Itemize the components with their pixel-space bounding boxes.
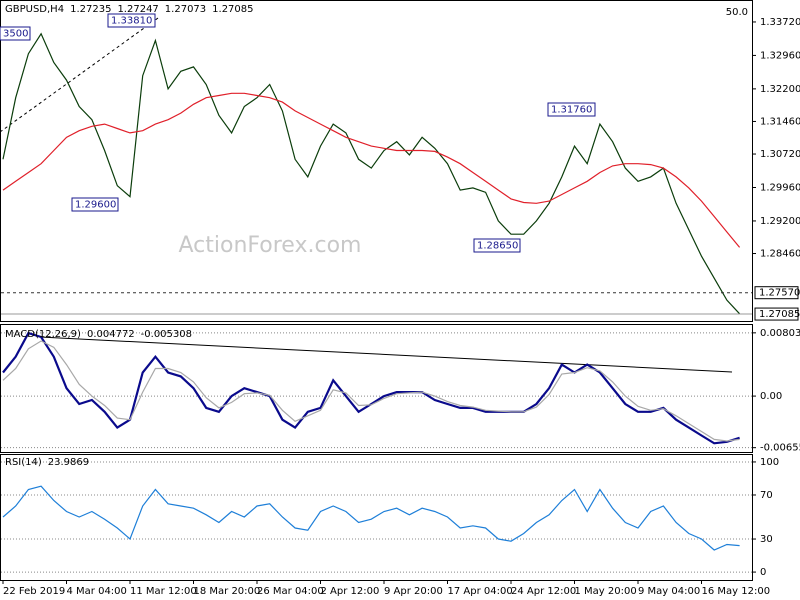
corner-label: 50.0 (726, 7, 748, 18)
y-tick-label: 1.29200 (760, 216, 800, 227)
rsi-panel (0, 454, 753, 581)
indicator-header: RSI(14) 23.9869 (5, 457, 89, 468)
y-tick-label: 1.29960 (760, 182, 800, 193)
watermark: ActionForex.com (179, 233, 362, 258)
annotation-box (107, 13, 156, 28)
y-tick-label: 1.32200 (760, 84, 800, 95)
y-tick-label: 0 (760, 567, 766, 578)
header-value: 1.27247 (117, 4, 158, 15)
y-tick-label: 1.31460 (760, 116, 800, 127)
x-tick-label: 9 May 04:00 (638, 586, 700, 597)
annotation-box (0, 26, 31, 41)
y-tick-label: 0.00 (760, 391, 782, 402)
y-tick-label: 1.28460 (760, 249, 800, 260)
y-tick-label: 1.32960 (760, 50, 800, 61)
y-tick-label: 1.33720 (760, 17, 800, 28)
price-level-label: 1.27570 (759, 288, 800, 299)
header-value: 1.27085 (212, 4, 253, 15)
price-level-box (754, 286, 799, 300)
header-value: 0.004772 (87, 329, 135, 340)
header-value: -0.005308 (141, 329, 192, 340)
price-panel (0, 0, 753, 322)
annotation-box (473, 238, 521, 253)
annotation-box (71, 197, 119, 212)
x-tick-label: 11 Mar 12:00 (130, 586, 197, 597)
y-tick-label: 30 (760, 534, 773, 545)
header-title: MACD(12,26,9) (5, 329, 81, 340)
x-tick-label: 17 Apr 04:00 (448, 586, 513, 597)
x-tick-label: 24 Apr 12:00 (511, 586, 576, 597)
x-tick-label: 1 May 20:00 (575, 586, 637, 597)
x-tick-label: 4 Mar 04:00 (67, 586, 127, 597)
series-line (2, 92, 741, 248)
header-title: GBPUSD,H4 (5, 4, 64, 15)
indicator-header: GBPUSD,H4 1.27235 1.27247 1.27073 1.27085 (5, 4, 254, 15)
macd-trend-line (39, 336, 733, 373)
annotation: 3500 (3, 29, 28, 40)
annotation: 1.31760 (551, 105, 592, 116)
y-tick-label: 100 (760, 457, 779, 468)
price-level-box (754, 307, 799, 321)
y-tick-label: -0.00655 (760, 443, 800, 454)
annotation: 1.33810 (111, 16, 152, 27)
y-tick-label: 1.30720 (760, 149, 800, 160)
header-value: 1.27235 (70, 4, 111, 15)
annotation-box (547, 102, 596, 117)
trend-line (0, 17, 159, 133)
annotation: 1.28650 (477, 241, 518, 252)
header-value: 1.27073 (165, 4, 206, 15)
series-line (2, 331, 740, 445)
x-tick-label: 26 Mar 04:00 (257, 586, 324, 597)
header-title: RSI(14) (5, 457, 42, 468)
series-line (2, 32, 741, 315)
x-tick-label: 16 May 12:00 (702, 586, 771, 597)
y-tick-label: 70 (760, 490, 773, 501)
x-tick-label: 2 Apr 12:00 (321, 586, 380, 597)
price-level-label: 1.27085 (759, 309, 800, 320)
y-tick-label: 0.008031 (760, 328, 800, 339)
series-line (2, 485, 740, 551)
series-line (2, 340, 740, 442)
indicator-header: MACD(12,26,9) 0.004772 -0.005308 (5, 329, 192, 340)
annotation: 1.29600 (75, 200, 116, 211)
x-tick-label: 22 Feb 2019 (3, 586, 65, 597)
x-tick-label: 18 Mar 20:00 (194, 586, 261, 597)
x-tick-label: 9 Apr 20:00 (384, 586, 443, 597)
macd-panel (0, 324, 753, 453)
header-value: 23.9869 (48, 457, 89, 468)
